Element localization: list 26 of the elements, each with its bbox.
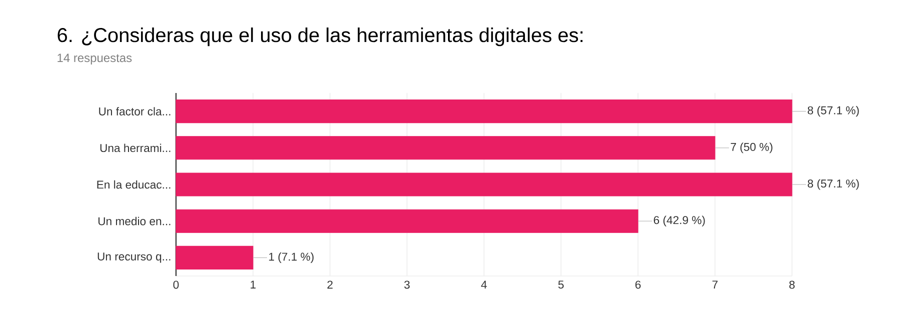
- data-label: 8 (57.1 %): [808, 106, 859, 117]
- x-tick-label: 7: [712, 280, 718, 288]
- bar: [176, 209, 638, 233]
- bar: [176, 100, 792, 124]
- data-label: 8 (57.1 %): [808, 179, 859, 190]
- bar: [176, 172, 792, 196]
- x-tick-label: 0: [173, 280, 179, 289]
- x-tick-label: 1: [250, 280, 256, 288]
- bar: [176, 136, 716, 160]
- x-tick-label: 3: [404, 280, 410, 289]
- x-tick-label: 8: [789, 280, 795, 289]
- data-label: 6 (42.9 %): [654, 216, 705, 226]
- y-tick-label: Un recurso q...: [98, 252, 170, 263]
- y-tick-label: En la educac...: [97, 180, 170, 189]
- x-tick-label: 5: [558, 280, 564, 289]
- y-tick-label: Una herrami...: [100, 144, 170, 152]
- data-label: 7 (50 %): [730, 142, 772, 154]
- chart-title: 6. ¿Consideras que el uso de las herramientas digitales es:: [58, 28, 582, 46]
- x-tick-label: 2: [327, 280, 333, 289]
- bar: [176, 246, 254, 270]
- x-tick-label: 4: [481, 280, 487, 288]
- data-label: 1 (7.1 %): [269, 252, 314, 263]
- y-tick-label: Un factor cla...: [99, 107, 170, 116]
- x-tick-label: 6: [635, 280, 641, 289]
- chart-subtitle: 14 respuestas: [58, 54, 132, 64]
- y-tick-label: Un medio en...: [98, 216, 170, 226]
